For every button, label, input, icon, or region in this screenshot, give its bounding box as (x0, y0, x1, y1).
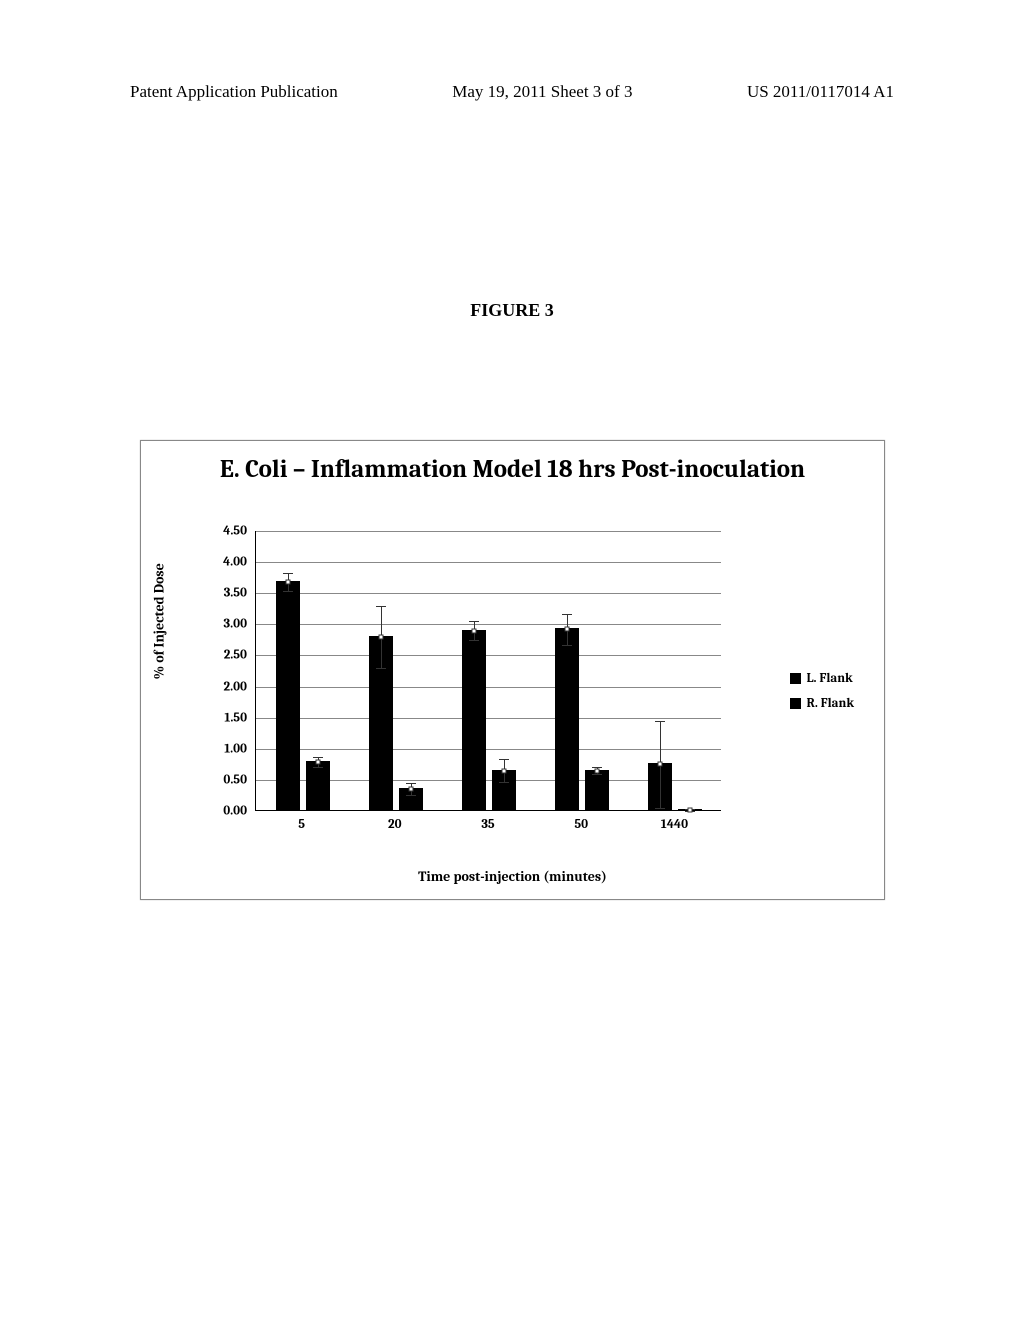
error-marker-icon (285, 580, 290, 585)
y-tick-label: 4.50 (207, 524, 247, 539)
chart-body: 0.000.501.001.502.002.503.003.504.004.50… (201, 531, 721, 841)
y-tick-label: 0.00 (207, 804, 247, 819)
y-tick-label: 3.50 (207, 586, 247, 601)
bar-r-flank (306, 761, 330, 810)
chart-title: E. Coli – Inflammation Model 18 hrs Post… (141, 441, 884, 491)
header-publication: Patent Application Publication (130, 82, 338, 102)
x-tick-label: 1440 (661, 817, 688, 832)
bar-l-flank (555, 628, 579, 810)
y-tick-label: 2.00 (207, 679, 247, 694)
error-cap (499, 759, 509, 760)
bar-l-flank (276, 581, 300, 810)
error-marker-icon (595, 768, 600, 773)
error-cap (406, 795, 416, 796)
page-header: Patent Application Publication May 19, 2… (0, 82, 1024, 102)
gridline (256, 624, 721, 625)
error-marker-icon (408, 787, 413, 792)
y-tick-label: 1.50 (207, 710, 247, 725)
error-marker-icon (565, 627, 570, 632)
figure-label: FIGURE 3 (0, 300, 1024, 321)
error-cap (313, 767, 323, 768)
x-tick-label: 5 (298, 817, 305, 832)
error-marker-icon (502, 768, 507, 773)
error-cap (376, 606, 386, 607)
y-axis-label: % of Injected Dose (151, 563, 168, 679)
y-tick-label: 4.00 (207, 555, 247, 570)
gridline (256, 655, 721, 656)
error-cap (592, 774, 602, 775)
gridline (256, 718, 721, 719)
error-cap (469, 621, 479, 622)
legend-label: R. Flank (807, 696, 855, 711)
bar-l-flank (462, 630, 486, 810)
gridline (256, 562, 721, 563)
gridline (256, 749, 721, 750)
legend-swatch-icon (790, 673, 801, 684)
error-marker-icon (315, 760, 320, 765)
legend-label: L. Flank (807, 671, 853, 686)
error-marker-icon (658, 762, 663, 767)
y-tick-label: 2.50 (207, 648, 247, 663)
x-tick-label: 20 (388, 817, 402, 832)
error-cap (562, 614, 572, 615)
legend-item-l-flank: L. Flank (790, 671, 855, 686)
gridline (256, 687, 721, 688)
header-date-sheet: May 19, 2011 Sheet 3 of 3 (452, 82, 632, 102)
error-cap (655, 721, 665, 722)
y-tick-label: 0.50 (207, 772, 247, 787)
legend-item-r-flank: R. Flank (790, 696, 855, 711)
error-marker-icon (688, 807, 693, 812)
error-cap (655, 808, 665, 809)
gridline (256, 593, 721, 594)
error-marker-icon (472, 628, 477, 633)
x-tick-label: 50 (574, 817, 588, 832)
gridline (256, 531, 721, 532)
error-cap (562, 645, 572, 646)
bar-r-flank (585, 770, 609, 810)
header-pub-number: US 2011/0117014 A1 (747, 82, 894, 102)
x-tick-label: 35 (481, 817, 494, 832)
error-cap (283, 573, 293, 574)
y-tick-label: 1.00 (207, 741, 247, 756)
error-cap (313, 757, 323, 758)
error-cap (406, 783, 416, 784)
error-cap (469, 640, 479, 641)
y-tick-label: 3.00 (207, 617, 247, 632)
error-cap (499, 782, 509, 783)
x-axis-label: Time post-injection (minutes) (141, 868, 884, 885)
error-cap (376, 668, 386, 669)
error-cap (283, 591, 293, 592)
legend: L. Flank R. Flank (790, 671, 855, 721)
error-marker-icon (378, 634, 383, 639)
legend-swatch-icon (790, 698, 801, 709)
chart-container: E. Coli – Inflammation Model 18 hrs Post… (140, 440, 885, 900)
plot-area (255, 531, 721, 811)
